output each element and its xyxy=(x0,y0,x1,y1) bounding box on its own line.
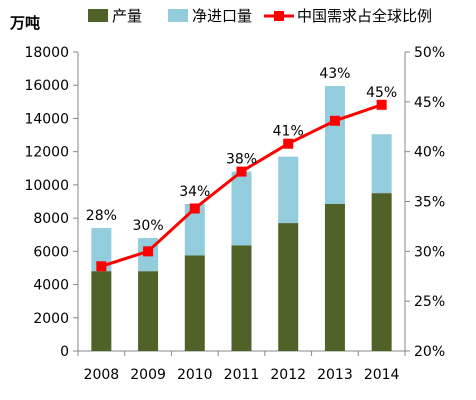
legend-label-production: 产量 xyxy=(112,7,142,25)
y-tick-label-left: 18000 xyxy=(24,45,69,61)
y-tick-label-right: 20% xyxy=(414,344,445,360)
ratio-point xyxy=(376,99,387,110)
y-tick-label-left: 0 xyxy=(60,344,69,360)
bar-net-import xyxy=(371,134,392,194)
x-tick-label: 2013 xyxy=(317,367,353,383)
y-tick-label-right: 30% xyxy=(414,244,445,260)
bar-production xyxy=(324,203,345,351)
y-tick-label-right: 40% xyxy=(414,145,445,161)
bar-net-import xyxy=(231,171,252,246)
y-tick-label-left: 12000 xyxy=(24,145,69,161)
bar-net-import xyxy=(324,86,345,204)
bar-production xyxy=(231,245,252,351)
bar-production xyxy=(278,223,299,351)
y-tick-label-left: 10000 xyxy=(24,178,69,194)
axes: 0 2000 4000 6000 8000 10000 12000 14000 16000 180… xyxy=(24,45,445,383)
x-tick-label: 2010 xyxy=(177,367,213,383)
y-tick-label-right: 45% xyxy=(414,95,445,111)
bar-production xyxy=(371,193,392,351)
bar-production xyxy=(138,271,159,351)
y-tick-label-left: 4000 xyxy=(33,278,69,294)
bar-net-import xyxy=(184,203,205,256)
x-tick-label: 2009 xyxy=(130,367,166,383)
y-tick-label-right: 50% xyxy=(414,45,445,61)
bar-production xyxy=(184,255,205,351)
y-tick-label-right: 35% xyxy=(414,195,445,211)
data-label: 28% xyxy=(86,208,117,224)
data-labels: 28% 30% 34% 38% 41% 43% 45% xyxy=(86,66,397,234)
data-label: 30% xyxy=(133,218,164,234)
x-tick-label: 2012 xyxy=(270,367,306,383)
y-tick-label-left: 8000 xyxy=(33,211,69,227)
y-tick-label-left: 6000 xyxy=(33,244,69,260)
ratio-point xyxy=(189,203,200,214)
ratio-point xyxy=(236,166,247,177)
legend: 产量 净进口量 中国需求占全球比例 xyxy=(88,7,432,25)
bar-net-import xyxy=(91,228,112,272)
legend-label-ratio: 中国需求占全球比例 xyxy=(297,7,432,25)
y-axis-left-title: 万吨 xyxy=(9,14,40,32)
data-label: 45% xyxy=(366,85,397,101)
data-label: 38% xyxy=(226,152,257,168)
ratio-point xyxy=(283,138,294,149)
bar-net-import xyxy=(278,156,299,224)
y-tick-label-left: 16000 xyxy=(24,78,69,94)
x-tick-label: 2014 xyxy=(364,367,400,383)
y-tick-label-left: 14000 xyxy=(24,111,69,127)
legend-label-net-import: 净进口量 xyxy=(192,7,252,25)
bar-production xyxy=(91,271,112,351)
data-label: 41% xyxy=(273,124,304,140)
data-label: 43% xyxy=(319,66,350,82)
y-tick-label-right: 25% xyxy=(414,294,445,310)
legend-swatch-production xyxy=(88,9,108,22)
y-tick-label-left: 2000 xyxy=(33,311,69,327)
x-tick-label: 2008 xyxy=(84,367,120,383)
ratio-point xyxy=(143,246,154,257)
bars xyxy=(91,86,392,351)
legend-swatch-net-import xyxy=(168,9,188,22)
ratio-line xyxy=(96,99,387,272)
legend-marker-ratio xyxy=(274,11,284,21)
ratio-point xyxy=(96,261,107,272)
ratio-point xyxy=(329,115,340,126)
data-label: 34% xyxy=(179,184,210,200)
x-tick-label: 2011 xyxy=(224,367,260,383)
